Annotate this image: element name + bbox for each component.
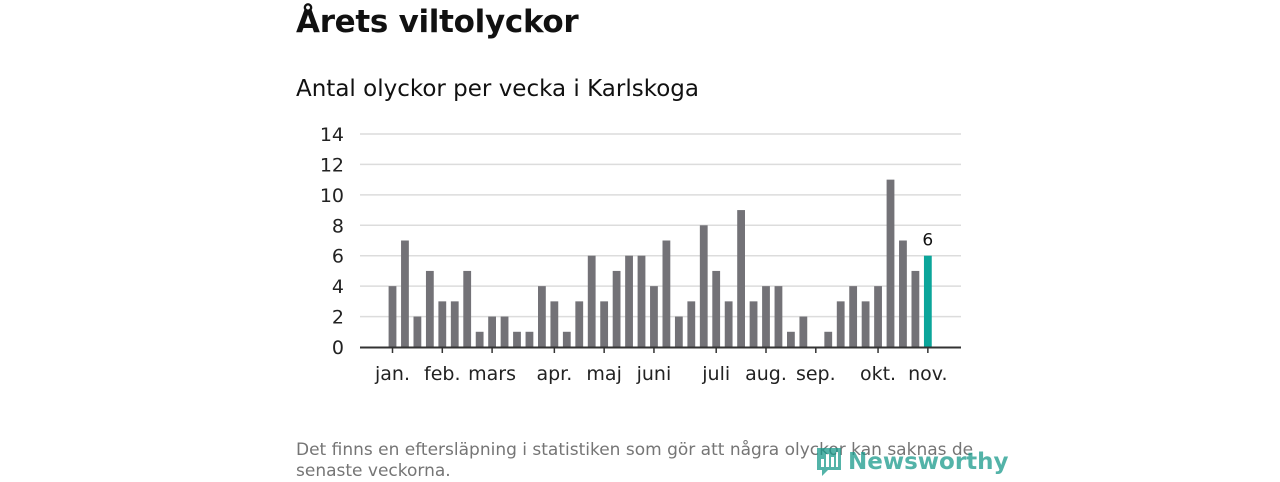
bar	[425, 270, 434, 347]
bar	[562, 331, 571, 347]
bar	[911, 270, 920, 347]
bar	[401, 240, 409, 347]
bar	[886, 179, 895, 347]
bar	[413, 316, 422, 347]
x-tick-label: okt.	[860, 363, 896, 385]
y-axis-ticks: 0 2 4 6 8 10 12 14	[320, 124, 344, 359]
bar	[861, 301, 870, 347]
bars	[388, 179, 932, 347]
bar	[550, 301, 559, 347]
bar	[787, 331, 795, 347]
bar	[836, 301, 845, 347]
bar	[712, 270, 721, 347]
bar	[737, 210, 745, 347]
bar	[388, 286, 397, 347]
y-tick-label: 0	[332, 337, 344, 359]
y-tick-label: 6	[332, 246, 344, 268]
y-tick-label: 12	[320, 154, 344, 176]
bar	[637, 255, 646, 347]
newsworthy-logo: Newsworthy	[814, 445, 1009, 479]
bar	[625, 255, 633, 347]
highlight-value-label: 6	[922, 231, 933, 251]
bar	[874, 286, 882, 347]
bar	[849, 286, 858, 347]
y-tick-label: 14	[320, 124, 344, 146]
bar	[612, 270, 621, 347]
bar	[450, 301, 459, 347]
bar	[488, 316, 496, 347]
newsworthy-logo-icon	[817, 448, 841, 476]
bar	[662, 240, 671, 347]
x-tick-label: nov.	[908, 363, 947, 385]
bar	[587, 255, 596, 347]
bar	[650, 286, 658, 347]
bar	[525, 331, 534, 347]
y-tick-label: 2	[332, 307, 344, 329]
gridlines	[360, 133, 961, 318]
footnote: Det finns en eftersläpning i statistiken…	[296, 440, 974, 481]
y-tick-label: 8	[332, 215, 344, 237]
x-tick-label: juni	[636, 363, 672, 385]
bar	[824, 331, 833, 347]
bar	[687, 301, 696, 347]
newsworthy-logo-text: Newsworthy	[848, 449, 1009, 475]
bar	[774, 286, 783, 347]
bar	[513, 331, 521, 347]
bar	[899, 240, 907, 347]
x-tick-label: jan.	[374, 363, 410, 385]
data-labels: 6	[922, 231, 933, 251]
bar	[674, 316, 683, 347]
bar	[699, 225, 708, 347]
bar	[438, 301, 447, 347]
bar-highlight	[923, 255, 932, 347]
x-tick-label: maj	[586, 363, 621, 385]
bar	[463, 270, 472, 347]
bar	[600, 301, 609, 347]
y-tick-label: 10	[320, 185, 344, 207]
chart-subtitle: Antal olyckor per vecka i Karlskoga	[296, 76, 699, 102]
x-tick-label: mars	[468, 363, 516, 385]
bar	[724, 301, 733, 347]
bar	[475, 331, 484, 347]
bar	[762, 286, 770, 347]
bar	[799, 316, 808, 347]
x-tick-label: aug.	[745, 363, 787, 385]
bar	[749, 301, 758, 347]
x-tick-label: sep.	[796, 363, 836, 385]
x-axis: jan. feb. mars apr. maj juni juli aug. sep. okt. n…	[360, 346, 961, 385]
x-tick-label: juli	[701, 363, 730, 385]
x-tick-label: apr.	[536, 363, 572, 385]
bar	[500, 316, 509, 347]
bar	[538, 286, 546, 347]
page-title: Årets viltolyckor	[296, 4, 579, 40]
y-tick-label: 4	[332, 276, 344, 298]
bar	[575, 301, 584, 347]
x-tick-label: feb.	[424, 363, 460, 385]
